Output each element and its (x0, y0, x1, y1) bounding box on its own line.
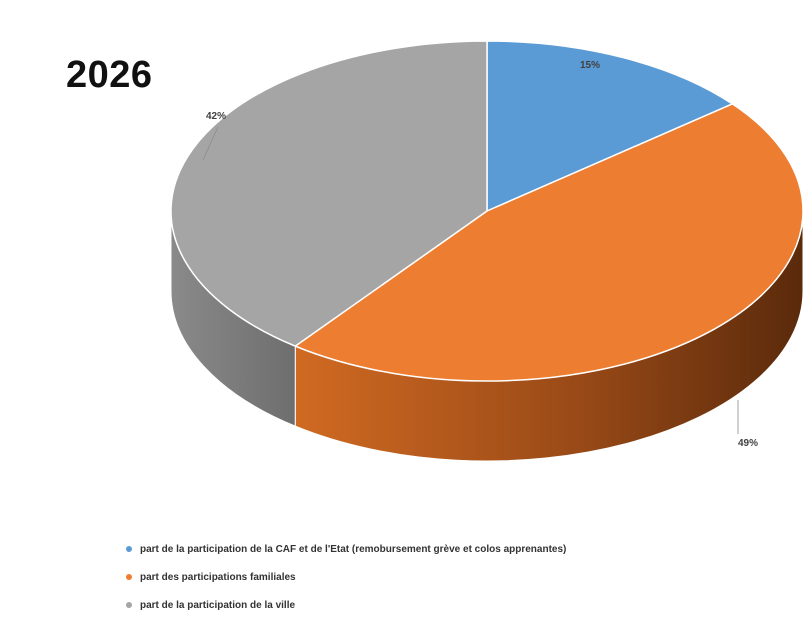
data-label-familiales: 49% (738, 438, 758, 449)
legend-item-ville: part de la participation de la ville (126, 597, 566, 613)
legend-bullet-blue (126, 546, 132, 552)
legend: part de la participation de la CAF et de… (126, 541, 566, 625)
legend-bullet-orange (126, 574, 132, 580)
pie-tops (170, 40, 804, 382)
chart-title: 2026 (66, 54, 153, 96)
data-label-caf-etat: 15% (580, 60, 600, 71)
legend-item-caf-etat: part de la participation de la CAF et de… (126, 541, 566, 557)
pie-labels: 15% 49% 42% (202, 60, 758, 449)
slice-top-ville (170, 40, 488, 347)
legend-bullet-gray (126, 602, 132, 608)
slice-top-familiales (294, 103, 804, 382)
data-label-ville: 42% (206, 111, 226, 122)
legend-item-familiales: part des participations familiales (126, 569, 566, 585)
legend-label-ville: part de la participation de la ville (140, 599, 296, 611)
slice-top-caf-etat (486, 40, 734, 212)
leader-line-ville (202, 126, 219, 161)
legend-label-caf-etat: part de la participation de la CAF et de… (140, 543, 567, 555)
legend-label-familiales: part des participations familiales (140, 571, 296, 583)
